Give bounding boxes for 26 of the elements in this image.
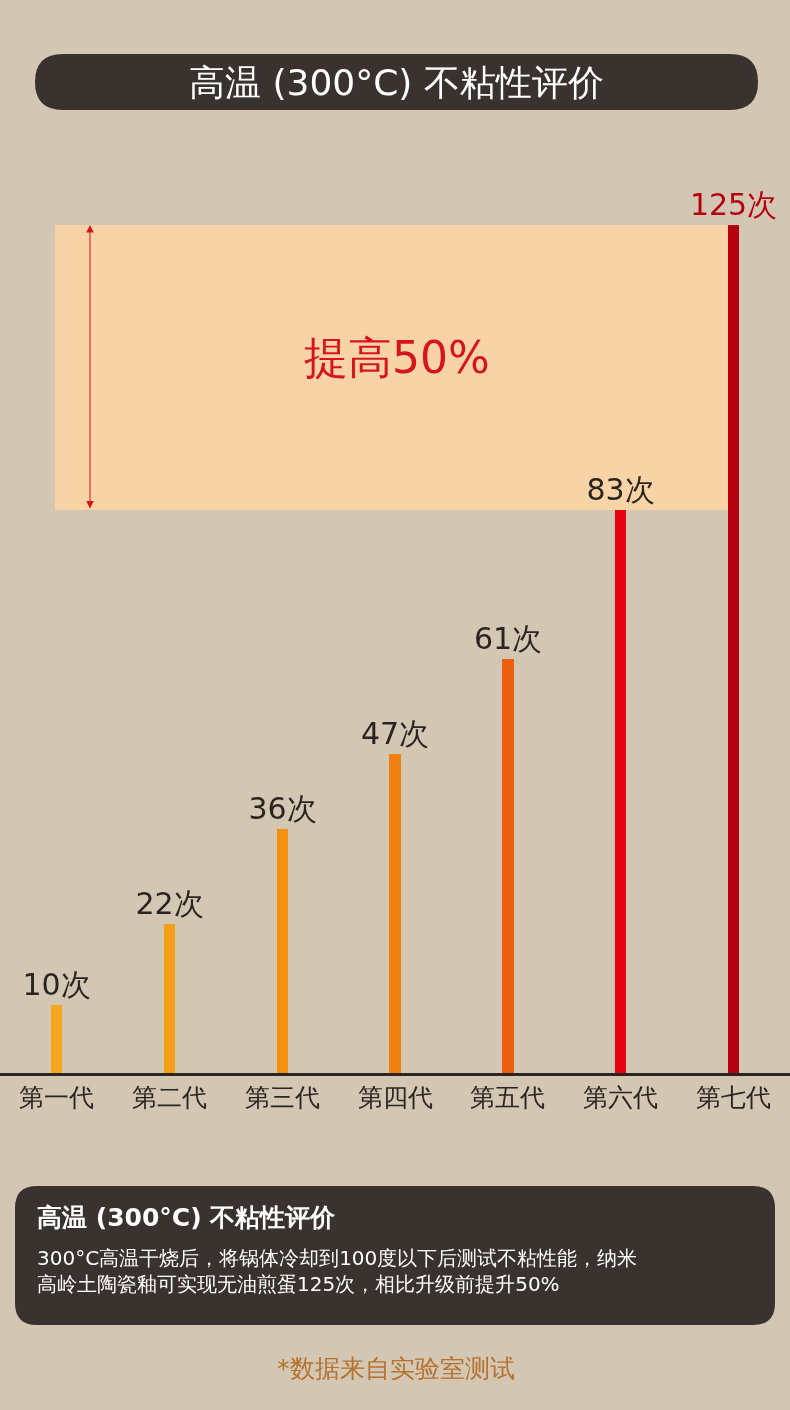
chart-title: 高温 (300°C) 不粘性评价 (189, 62, 604, 103)
data-label: 47次 (360, 716, 430, 751)
text: 高温 (300°C) 不粘性评价 (37, 1203, 337, 1232)
bar (164, 924, 175, 1073)
x-tick-label: 第六代 (583, 1083, 659, 1112)
x-tick-label: 第一代 (18, 1083, 94, 1112)
bar (615, 510, 626, 1073)
data-label: 22次 (135, 886, 204, 921)
bar (502, 659, 514, 1073)
x-tick-label: 第二代 (131, 1083, 207, 1112)
bar (51, 1005, 62, 1073)
data-label: 83次 (586, 472, 655, 507)
data-label: 36次 (248, 791, 317, 826)
data-label: 125次 (689, 187, 778, 222)
band-label: 提高50% (304, 332, 490, 383)
x-tick-label: 第三代 (244, 1083, 320, 1112)
text: *数据来自实验室测试 (277, 1354, 515, 1383)
x-tick-label: 第四代 (357, 1083, 433, 1112)
data-label: 10次 (22, 967, 91, 1002)
bar (728, 225, 739, 1073)
x-tick-label: 第五代 (470, 1083, 546, 1112)
text: 300°C高温干烧后，将锅体冷却到100度以下后测试不粘性能，纳米高岭土陶瓷釉可实现无油煎蛋125次，相比升级前提升50% (37, 1246, 638, 1296)
bar (389, 754, 401, 1073)
x-tick-label: 第七代 (696, 1083, 772, 1112)
data-label: 61次 (473, 621, 543, 656)
bar (277, 829, 288, 1073)
